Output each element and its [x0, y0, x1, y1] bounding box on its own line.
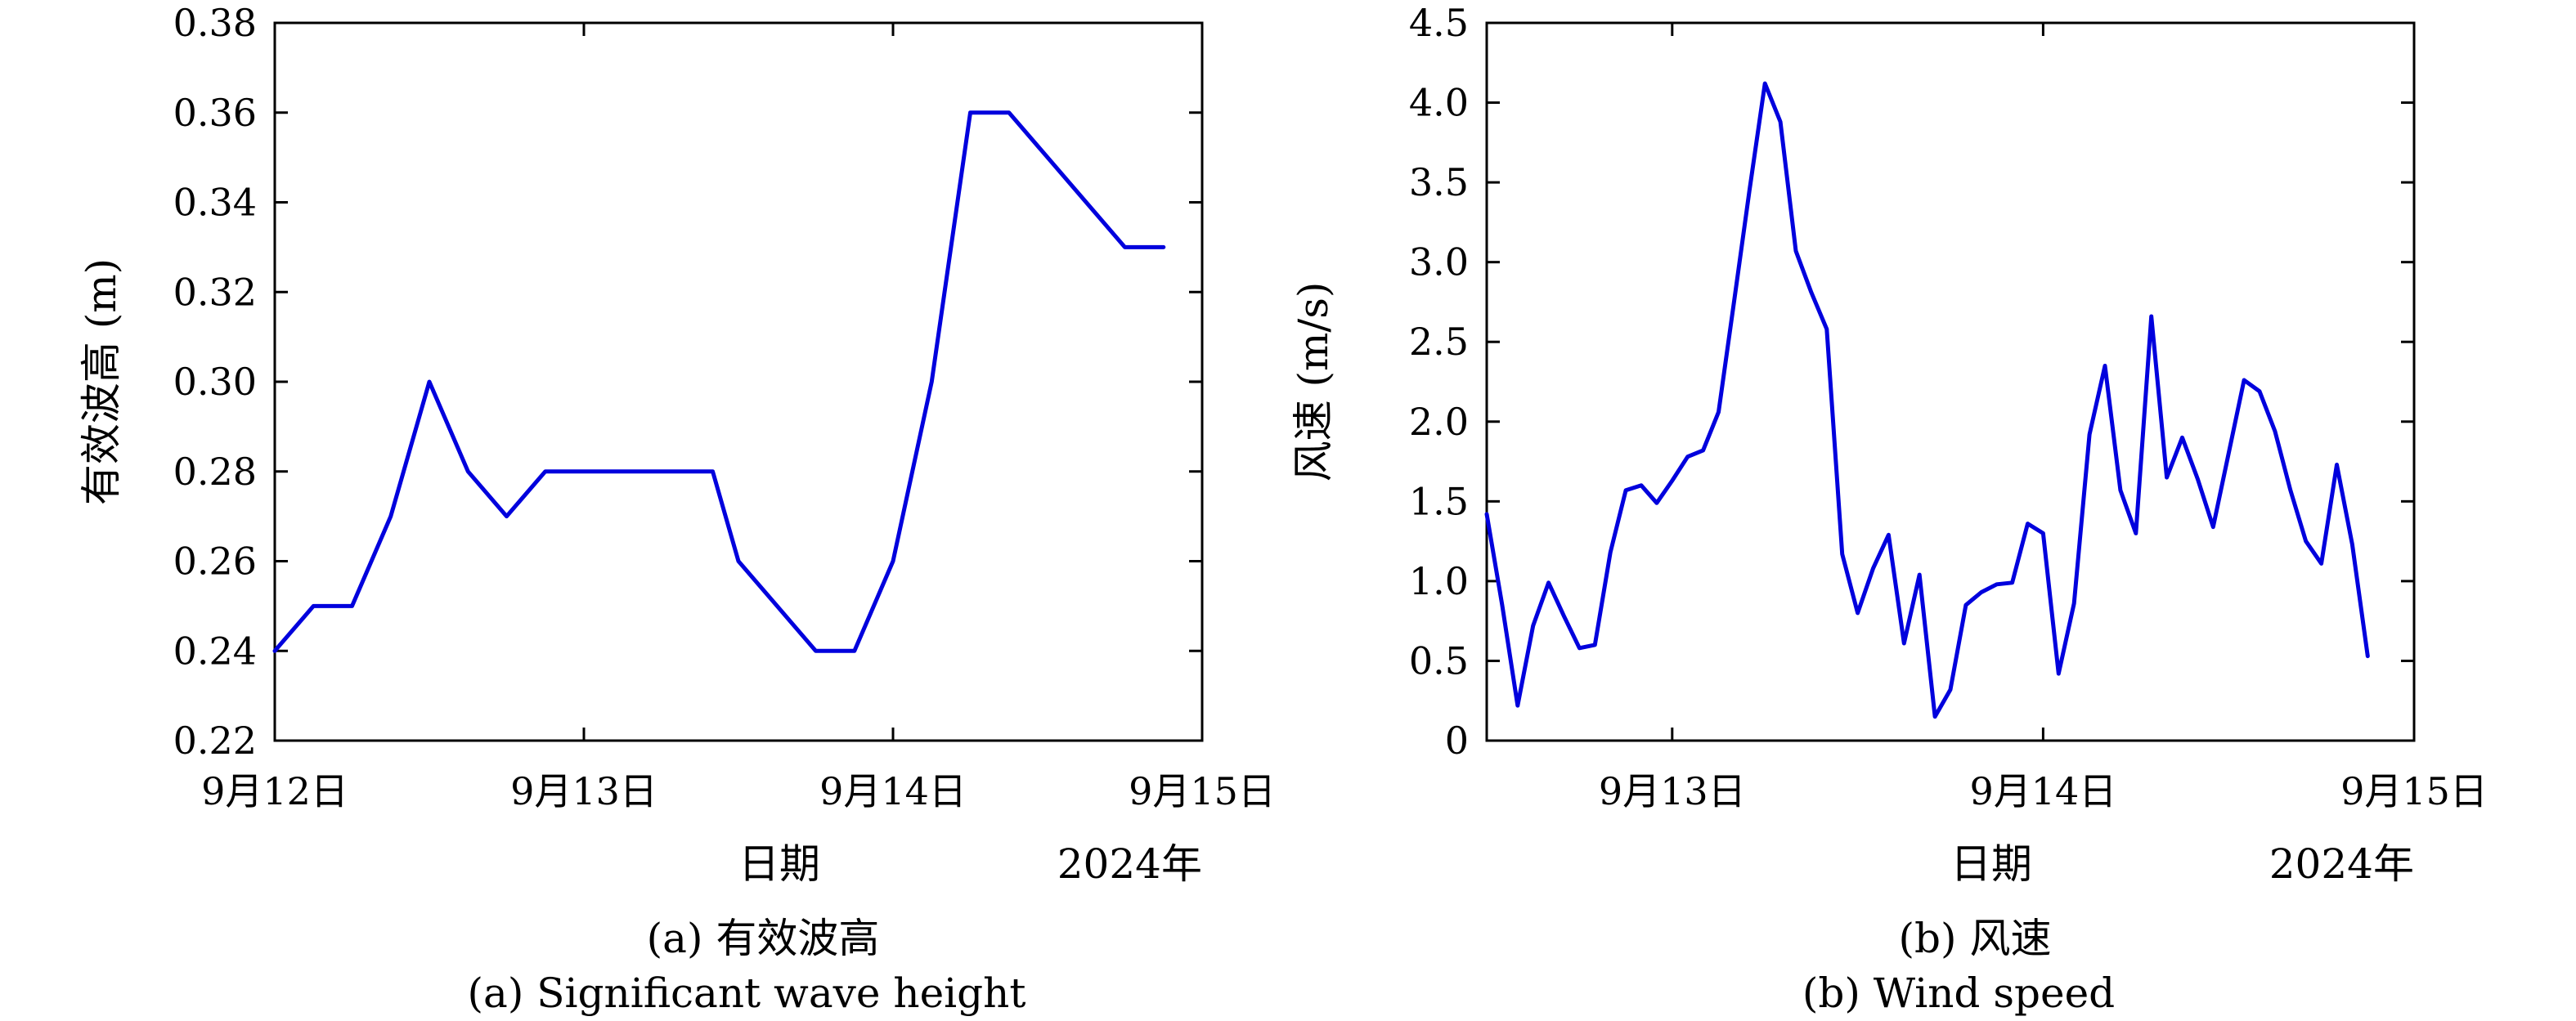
y-tick-label: 0 [1445, 719, 1469, 763]
y-tick-label: 2.0 [1409, 400, 1469, 444]
x-tick-label: 9月14日 [1969, 769, 2116, 813]
x-offset-label: 2024年 [2269, 840, 2414, 888]
y-axis-label: 有效波高 (m) [78, 258, 125, 505]
caption-en: (a) Significant wave height [468, 970, 1026, 1017]
y-tick-label: 2.5 [1409, 320, 1469, 364]
y-tick-label: 4.0 [1409, 81, 1469, 125]
y-tick-label: 0.30 [173, 360, 257, 404]
caption-zh: (a) 有效波高 [647, 915, 880, 962]
y-tick-label: 0.22 [173, 719, 257, 763]
x-tick-label: 9月12日 [201, 769, 348, 813]
chart-wind-speed: 0 0.5 1.0 1.5 2.0 2.5 3.0 3.5 4.0 4.5 9月13日 9月14日 9月… [1290, 1, 2488, 1017]
series-line [1484, 81, 2370, 719]
x-axis-label: 日期 [738, 840, 820, 888]
y-axis-label: 风速 (m/s) [1290, 282, 1337, 482]
x-tick-label: 9月13日 [510, 769, 657, 813]
y-tick-label: 0.24 [173, 629, 257, 673]
y-tick-label: 1.0 [1409, 559, 1469, 603]
x-offset-label: 2024年 [1057, 840, 1202, 888]
y-tick-label: 0.36 [173, 91, 257, 135]
y-tick-label: 0.26 [173, 540, 257, 584]
y-tick-label: 3.5 [1409, 160, 1469, 204]
x-tick-label: 9月13日 [1599, 769, 1746, 813]
y-tick-label: 3.0 [1409, 240, 1469, 284]
caption-zh: (b) 风速 [1899, 915, 2052, 962]
x-axis-label: 日期 [1950, 840, 2032, 888]
y-tick-label: 1.5 [1409, 479, 1469, 523]
y-tick-label: 0.34 [173, 181, 257, 225]
y-tick-label: 0.32 [173, 270, 257, 314]
y-tick-label: 0.28 [173, 450, 257, 494]
series-line [272, 110, 1166, 653]
y-tick-label: 0.38 [173, 1, 257, 45]
x-tick-label: 9月14日 [819, 769, 967, 813]
caption-en: (b) Wind speed [1802, 970, 2115, 1017]
plot-frame [273, 21, 1204, 742]
chart-wave-height: 0.22 0.24 0.26 0.28 0.30 0.32 0.34 0.36 0.38 9月12… [78, 1, 1276, 1017]
x-tick-label: 9月15日 [1129, 769, 1276, 813]
y-tick-label: 4.5 [1409, 1, 1469, 45]
x-tick-label: 9月15日 [2340, 769, 2488, 813]
plot-frame [1485, 21, 2416, 742]
y-tick-label: 0.5 [1409, 638, 1469, 683]
